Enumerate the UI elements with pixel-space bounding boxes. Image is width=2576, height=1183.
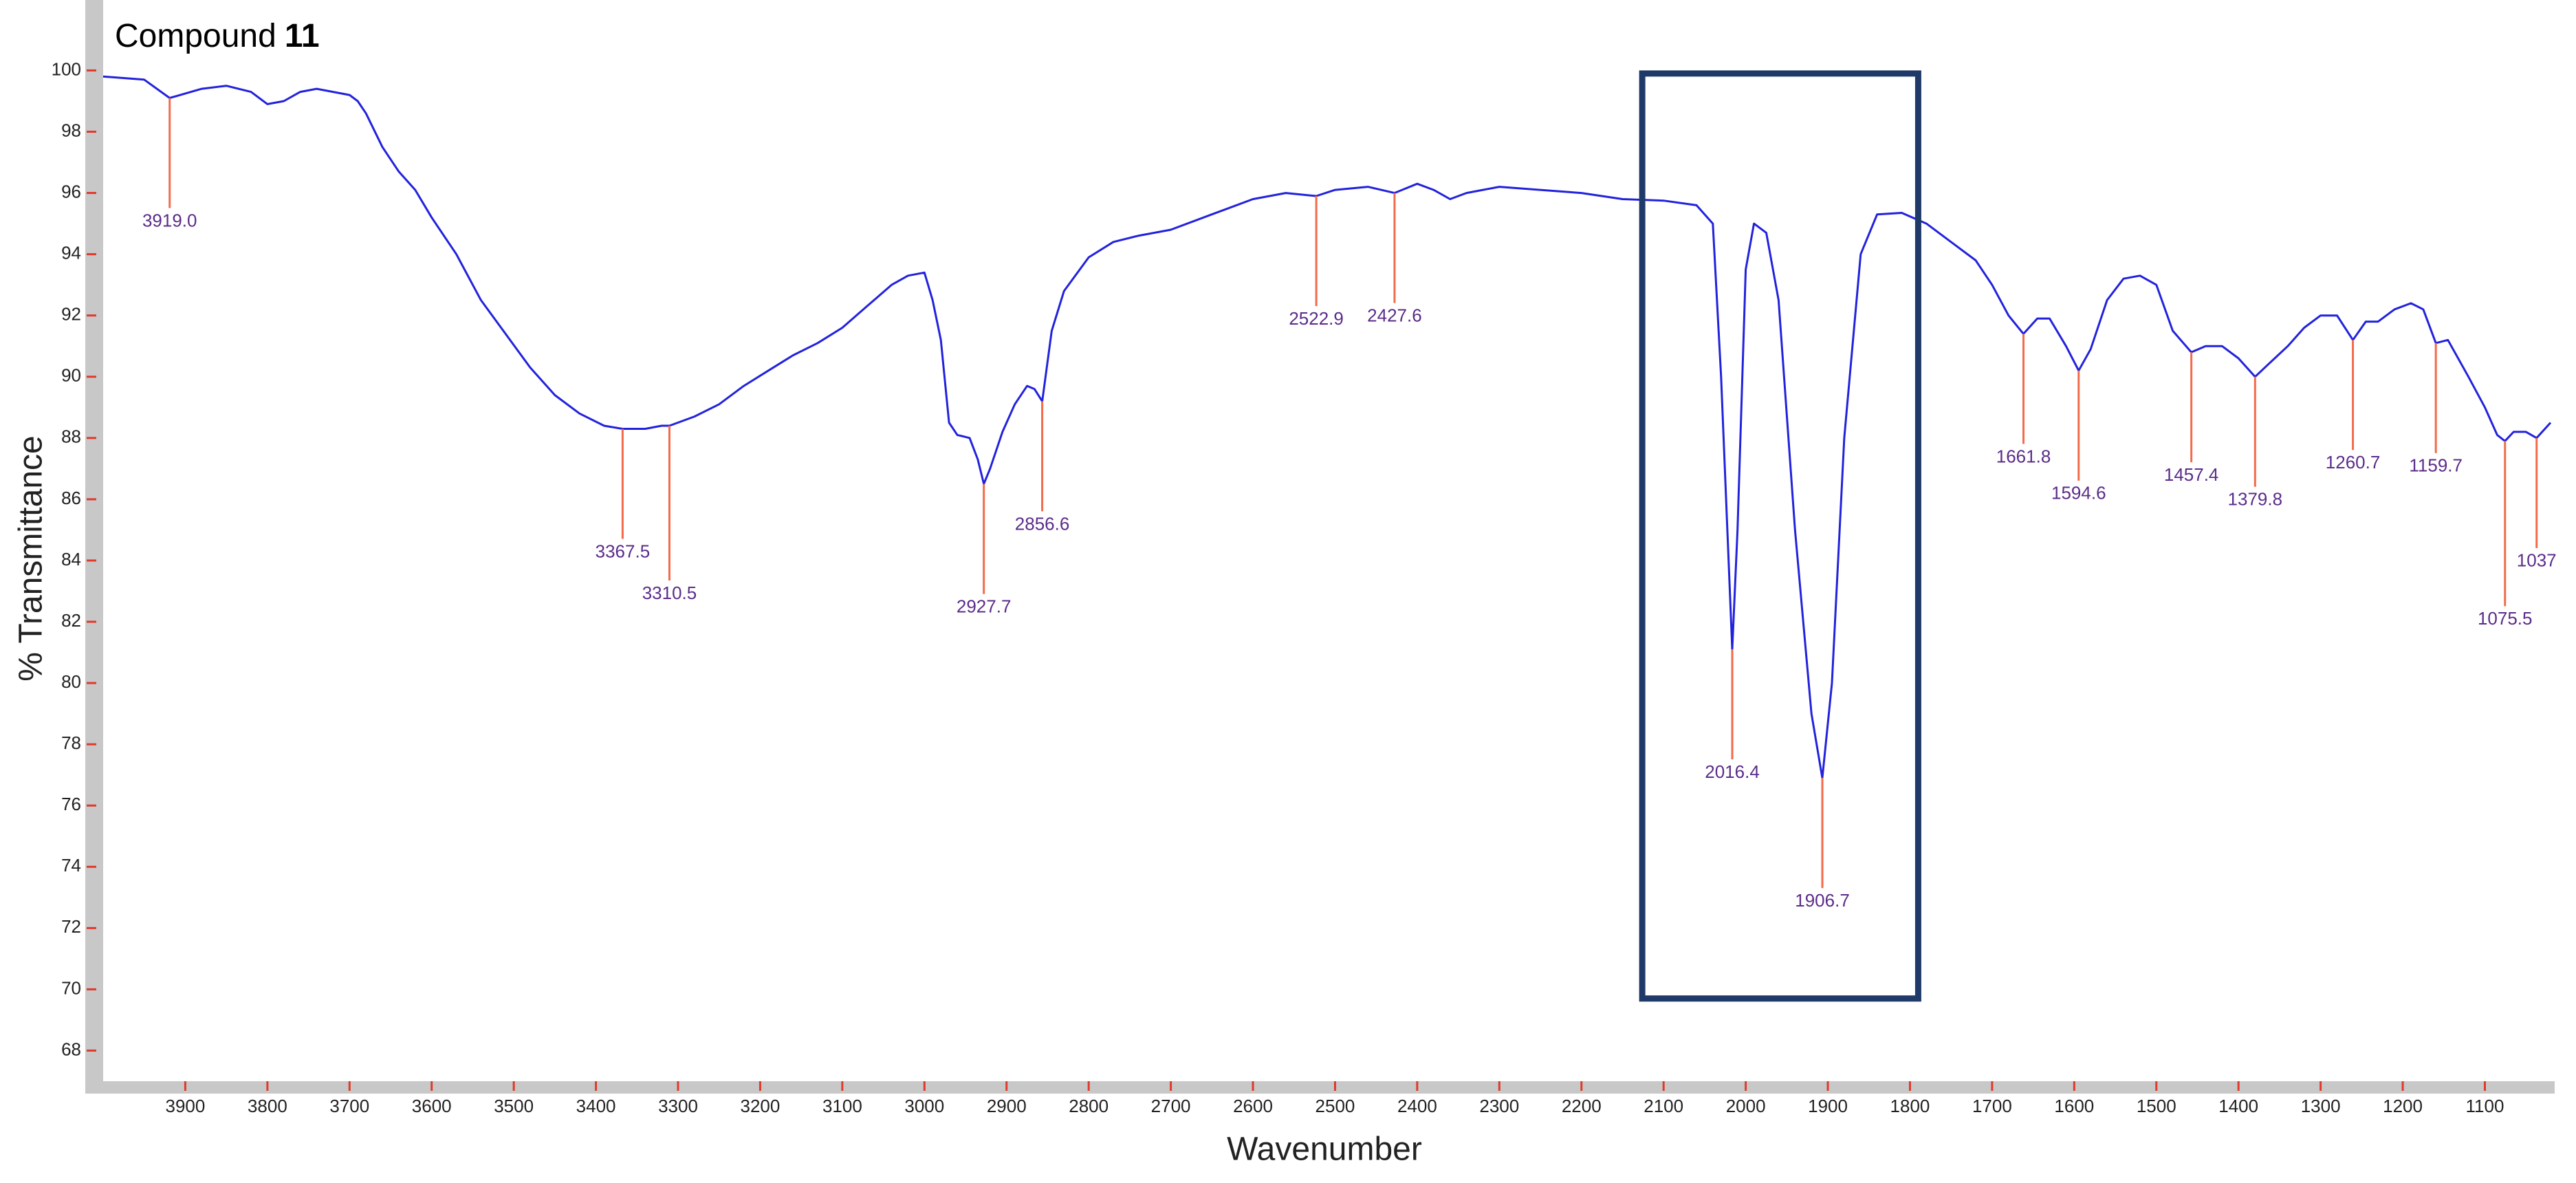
x-tick-label: 2000 xyxy=(1726,1096,1766,1116)
y-tick-label: 94 xyxy=(61,242,81,263)
peak-label: 2927.7 xyxy=(957,596,1012,616)
x-tick-label: 3700 xyxy=(329,1096,369,1116)
peak-label: 2427.6 xyxy=(1367,305,1422,325)
peak-label: 1075.5 xyxy=(2478,608,2533,629)
peak-label: 2016.4 xyxy=(1705,761,1760,782)
peak-label: 1379.8 xyxy=(2228,489,2283,510)
x-axis-title: Wavenumber xyxy=(1227,1131,1422,1168)
y-tick-label: 92 xyxy=(61,304,81,325)
x-tick-label: 2200 xyxy=(1562,1096,1602,1116)
x-tick-label: 2600 xyxy=(1233,1096,1273,1116)
title-text: Compound xyxy=(115,18,276,54)
peak-label: 1457.4 xyxy=(2164,464,2219,485)
y-tick-label: 84 xyxy=(61,549,81,569)
x-tick-label: 3100 xyxy=(822,1096,862,1116)
x-tick-label: 2800 xyxy=(1069,1096,1109,1116)
peak-label: 1906.7 xyxy=(1795,890,1850,911)
x-tick-label: 3800 xyxy=(248,1096,287,1116)
x-tick-label: 2700 xyxy=(1151,1096,1191,1116)
peak-label: 1159.7 xyxy=(2409,455,2463,476)
y-tick-label: 80 xyxy=(61,671,81,692)
peak-label: 1594.6 xyxy=(2051,483,2106,503)
y-tick-label: 70 xyxy=(61,977,81,998)
peak-label: 2856.6 xyxy=(1015,513,1070,534)
y-tick-label: 78 xyxy=(61,732,81,753)
peak-label: 2522.9 xyxy=(1289,308,1344,329)
x-tick-label: 1200 xyxy=(2383,1096,2423,1116)
x-tick-label: 1600 xyxy=(2054,1096,2094,1116)
x-tick-label: 3400 xyxy=(576,1096,616,1116)
y-tick-label: 88 xyxy=(61,426,81,447)
x-tick-label: 1700 xyxy=(1972,1096,2012,1116)
x-tick-label: 3000 xyxy=(904,1096,944,1116)
x-tick-label: 3500 xyxy=(494,1096,534,1116)
x-axis-bar xyxy=(85,1081,2555,1094)
y-tick-label: 98 xyxy=(61,120,81,140)
highlight-box xyxy=(1639,70,1921,1002)
x-tick-label: 1800 xyxy=(1890,1096,1930,1116)
x-tick-label: 3200 xyxy=(741,1096,781,1116)
x-tick-label: 2300 xyxy=(1479,1096,1519,1116)
x-tick-label: 3600 xyxy=(412,1096,452,1116)
x-tick-label: 1400 xyxy=(2218,1096,2258,1116)
y-tick-label: 96 xyxy=(61,181,81,202)
peak-label: 3310.5 xyxy=(642,583,697,603)
x-tick-label: 3300 xyxy=(658,1096,698,1116)
peak-label: 1260.7 xyxy=(2326,452,2381,473)
x-tick-label: 1500 xyxy=(2137,1096,2176,1116)
y-axis-title: % Transmittance xyxy=(13,435,50,681)
y-tick-label: 86 xyxy=(61,488,81,508)
x-tick-label: 1300 xyxy=(2301,1096,2341,1116)
y-tick-label: 100 xyxy=(52,58,81,79)
chart-title: Compound 11 xyxy=(115,18,320,54)
x-tick-label: 1100 xyxy=(2466,1096,2504,1116)
y-tick-label: 74 xyxy=(61,855,81,876)
peak-label: 1037 xyxy=(2517,550,2557,571)
x-tick-label: 2500 xyxy=(1316,1096,1355,1116)
y-axis-bar xyxy=(85,0,103,1094)
x-tick-label: 2400 xyxy=(1397,1096,1437,1116)
spectrum-line xyxy=(102,75,2552,779)
y-tick-label: 76 xyxy=(61,794,81,814)
y-tick-label: 72 xyxy=(61,916,81,937)
y-tick-label: 82 xyxy=(61,610,81,631)
peak-label: 3919.0 xyxy=(142,210,197,230)
x-tick-label: 2100 xyxy=(1644,1096,1683,1116)
y-tick-label: 68 xyxy=(61,1039,81,1059)
title-emphasis: 11 xyxy=(285,18,320,54)
x-tick-label: 3900 xyxy=(166,1096,206,1116)
peak-label: 1661.8 xyxy=(1996,446,2051,466)
peak-label: 3367.5 xyxy=(596,541,651,561)
x-tick-label: 1900 xyxy=(1808,1096,1848,1116)
x-tick-label: 2900 xyxy=(987,1096,1027,1116)
y-tick-label: 90 xyxy=(61,365,81,386)
